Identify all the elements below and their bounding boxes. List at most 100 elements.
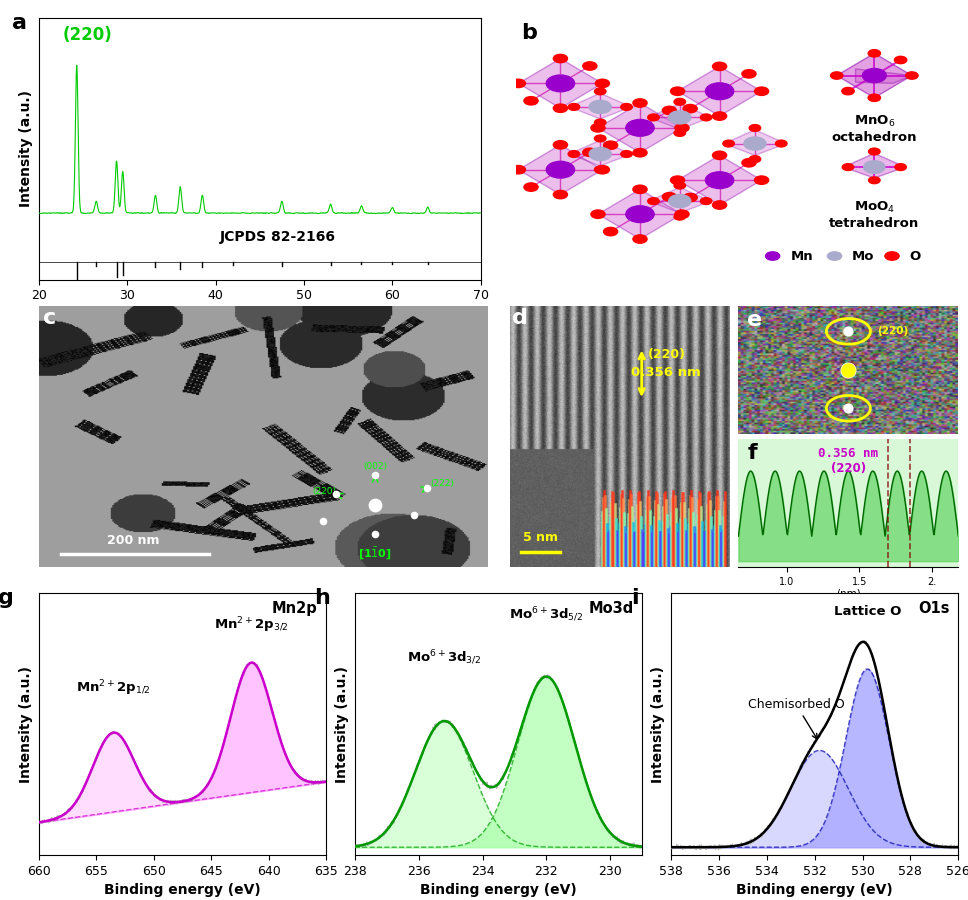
Circle shape [741,158,756,167]
Circle shape [554,104,567,112]
Text: d: d [512,309,528,328]
Circle shape [868,50,881,57]
Text: c: c [44,309,56,328]
Text: e: e [747,310,763,329]
Circle shape [648,198,659,204]
Circle shape [603,141,618,149]
Polygon shape [649,187,711,213]
Circle shape [633,235,647,243]
Circle shape [590,210,605,219]
Circle shape [626,120,654,136]
Polygon shape [678,67,762,116]
Circle shape [675,123,689,132]
Circle shape [568,104,580,111]
Text: h: h [315,589,330,608]
Circle shape [511,79,526,87]
Circle shape [831,72,843,79]
Circle shape [885,252,899,260]
Circle shape [868,177,880,184]
Text: 200 nm: 200 nm [106,534,159,546]
Circle shape [590,123,605,132]
Text: Mo$^{6+}$3d$_{3/2}$: Mo$^{6+}$3d$_{3/2}$ [407,648,481,667]
Circle shape [546,161,575,178]
Circle shape [862,68,887,83]
X-axis label: Binding energy (eV): Binding energy (eV) [104,883,260,897]
Circle shape [603,228,618,236]
Circle shape [633,99,647,107]
Circle shape [674,182,685,189]
Circle shape [706,172,734,188]
Text: Mn: Mn [790,249,813,263]
Text: JCPDS 82-2166: JCPDS 82-2166 [220,230,336,244]
Circle shape [594,135,606,142]
Text: Mo$^{6+}$3d$_{5/2}$: Mo$^{6+}$3d$_{5/2}$ [509,606,584,624]
Circle shape [828,252,841,260]
Polygon shape [569,94,631,119]
Circle shape [712,201,727,209]
Circle shape [712,62,727,70]
Polygon shape [598,103,682,153]
Polygon shape [569,140,631,166]
Text: Mn$^{2+}$2p$_{1/2}$: Mn$^{2+}$2p$_{1/2}$ [76,680,151,698]
Polygon shape [519,145,602,194]
Text: MnO$_6$
octahedron: MnO$_6$ octahedron [832,113,917,144]
Circle shape [749,156,761,163]
Text: Mn$^{2+}$2p$_{3/2}$: Mn$^{2+}$2p$_{3/2}$ [214,616,288,635]
Circle shape [669,111,691,124]
Text: (220): (220) [63,26,112,44]
Circle shape [583,148,597,157]
Circle shape [554,140,567,149]
Text: MoO$_4$
tetrahedron: MoO$_4$ tetrahedron [830,200,920,230]
Point [840,363,856,377]
Circle shape [700,114,711,121]
Circle shape [511,166,526,174]
Circle shape [675,210,689,219]
Polygon shape [843,153,905,178]
Circle shape [894,164,906,170]
Circle shape [590,148,611,160]
X-axis label: Binding energy (eV): Binding energy (eV) [420,883,577,897]
Polygon shape [519,58,602,108]
Circle shape [749,124,761,131]
Circle shape [683,194,697,202]
Circle shape [894,57,907,64]
Circle shape [626,206,654,222]
Circle shape [723,140,735,147]
Text: O: O [910,249,921,263]
Circle shape [662,106,677,114]
Circle shape [662,193,677,201]
Circle shape [842,87,854,94]
Text: f: f [747,443,757,463]
Circle shape [620,150,632,158]
Circle shape [633,185,647,193]
Text: 0.356 nm: 0.356 nm [631,366,701,379]
Circle shape [583,62,597,70]
Text: i: i [631,589,638,608]
Circle shape [868,148,880,155]
Text: Chemisorbed O: Chemisorbed O [747,698,844,739]
Circle shape [775,140,787,147]
Text: 5 nm: 5 nm [523,531,558,544]
Circle shape [906,72,918,79]
Circle shape [706,83,734,100]
Circle shape [700,198,711,204]
Circle shape [741,69,756,78]
Text: b: b [521,23,536,43]
Polygon shape [678,156,762,205]
Circle shape [594,166,606,173]
Circle shape [669,194,691,208]
Circle shape [546,75,575,92]
Text: (220): (220) [831,462,866,475]
Polygon shape [856,69,912,84]
Circle shape [712,112,727,121]
Circle shape [568,150,580,158]
Circle shape [754,87,769,95]
Text: g: g [0,589,15,608]
Circle shape [648,114,659,121]
Circle shape [554,191,567,199]
X-axis label: 2θ (degree): 2θ (degree) [214,308,306,322]
Text: (220): (220) [649,348,686,361]
Polygon shape [836,53,912,98]
Y-axis label: Intensity (a.u.): Intensity (a.u.) [19,666,33,783]
Circle shape [674,130,685,137]
